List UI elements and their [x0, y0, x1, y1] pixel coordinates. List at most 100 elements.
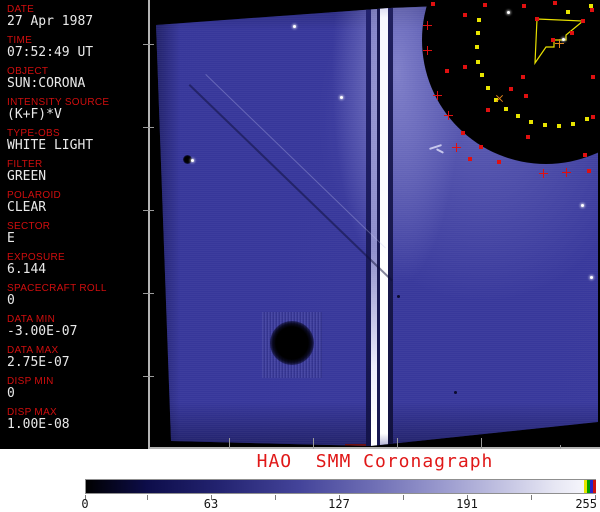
- metadata-value: 2.75E-07: [7, 355, 70, 370]
- colorbar-tick: [147, 495, 148, 500]
- colorbar-tick: [403, 495, 404, 500]
- colorbar-tick: [339, 495, 340, 500]
- metadata-value: 0: [7, 386, 15, 401]
- metadata-label: EXPOSURE: [7, 252, 65, 263]
- red-marker: [522, 4, 526, 8]
- bottom-axis-tick: [397, 438, 398, 453]
- metadata-label: SPACECRAFT ROLL: [7, 283, 107, 294]
- pylon-secondary-streak: [371, 0, 377, 446]
- red-marker: [479, 145, 483, 149]
- colorbar-tick: [531, 495, 532, 500]
- red-marker: [591, 75, 595, 79]
- left-axis-tick: [143, 293, 154, 294]
- yellow-marker: [529, 120, 533, 124]
- metadata-value: 0: [7, 293, 15, 308]
- red-cross-marker: [562, 168, 571, 177]
- yellow-marker: [571, 122, 575, 126]
- bottom-edge-artifact: [345, 444, 366, 446]
- metadata-label: POLAROID: [7, 190, 62, 201]
- plot-title: HAO SMM Coronagraph: [256, 451, 494, 472]
- metadata-value: 1.00E-08: [7, 417, 70, 432]
- red-marker: [581, 19, 585, 23]
- pylon-dark-edge-right: [388, 0, 393, 446]
- metadata-field: SECTOR E: [7, 221, 148, 246]
- metadata-field: SPACECRAFT ROLL 0: [7, 283, 148, 308]
- colorbar-stripe: [587, 480, 590, 493]
- metadata-value: GREEN: [7, 169, 47, 184]
- metadata-label: TYPE-OBS: [7, 128, 60, 139]
- left-axis-tick: [143, 376, 154, 377]
- metadata-label: OBJECT: [7, 66, 49, 77]
- yellow-marker: [486, 86, 490, 90]
- metadata-value: 07:52:49 UT: [7, 45, 94, 60]
- metadata-value: WHITE LIGHT: [7, 138, 94, 153]
- metadata-label: DISP MIN: [7, 376, 54, 387]
- yellow-marker: [480, 73, 484, 77]
- star-field-markers: [150, 0, 600, 447]
- red-marker: [570, 31, 574, 35]
- dark-speck: [397, 295, 400, 298]
- colorbar-tick-label: 255: [575, 497, 597, 511]
- red-marker: [463, 13, 467, 17]
- red-marker: [535, 17, 539, 21]
- bottom-axis-tick: [229, 438, 230, 453]
- red-marker: [461, 131, 465, 135]
- yellow-marker: [476, 31, 480, 35]
- colorbar-stripe: [590, 480, 593, 493]
- yellow-marker: [516, 114, 520, 118]
- red-marker: [587, 169, 591, 173]
- colorbar-tick: [595, 495, 596, 500]
- red-marker: [483, 3, 487, 7]
- star-speck: [562, 38, 565, 41]
- metadata-label: SECTOR: [7, 221, 51, 232]
- yellow-marker: [477, 18, 481, 22]
- yellow-marker: [475, 45, 479, 49]
- red-marker: [590, 8, 594, 12]
- orange-plus-marker: [555, 39, 564, 48]
- metadata-value: SUN:CORONA: [7, 76, 86, 91]
- red-marker: [551, 38, 555, 42]
- metadata-field: DISP MAX 1.00E-08: [7, 407, 148, 432]
- red-cross-marker: [423, 46, 432, 55]
- red-marker: [463, 65, 467, 69]
- metadata-field: DATE 27 Apr 1987: [7, 4, 148, 29]
- red-cross-marker: [539, 169, 548, 178]
- metadata-field: INTENSITY SOURCE (K+F)*V: [7, 97, 148, 122]
- metadata-label: DATA MAX: [7, 345, 59, 356]
- colorbar-tick: [275, 495, 276, 500]
- red-marker: [445, 69, 449, 73]
- metadata-label: TIME: [7, 35, 33, 46]
- yellow-marker: [504, 107, 508, 111]
- metadata-field: FILTER GREEN: [7, 159, 148, 184]
- red-marker: [468, 157, 472, 161]
- red-marker: [431, 2, 435, 6]
- metadata-field: DATA MIN -3.00E-07: [7, 314, 148, 339]
- yellow-marker: [557, 124, 561, 128]
- yellow-marker: [543, 123, 547, 127]
- metadata-field-list: DATE 27 Apr 1987 TIME 07:52:49 UT OBJECT SUN:…: [7, 4, 148, 432]
- metadata-value: -3.00E-07: [7, 324, 78, 339]
- star-speck: [581, 204, 584, 207]
- yellow-marker: [566, 10, 570, 14]
- left-axis-tick: [143, 210, 154, 211]
- metadata-sidebar: DATE 27 Apr 1987 TIME 07:52:49 UT OBJECT SUN:…: [0, 0, 148, 449]
- red-cross-marker: [433, 91, 442, 100]
- yellow-marker: [476, 60, 480, 64]
- dust-blob: [270, 321, 314, 365]
- pylon-gap: [377, 0, 380, 446]
- star-speck: [191, 159, 194, 162]
- red-marker: [591, 115, 595, 119]
- metadata-label: INTENSITY SOURCE: [7, 97, 110, 108]
- coronagraph-display: [143, 0, 600, 454]
- metadata-field: EXPOSURE 6.144: [7, 252, 148, 277]
- yellow-marker: [589, 4, 593, 8]
- metadata-field: TYPE-OBS WHITE LIGHT: [7, 128, 148, 153]
- colorbar-tick-label: 127: [328, 497, 350, 511]
- metadata-value: 27 Apr 1987: [7, 14, 94, 29]
- red-marker: [509, 87, 513, 91]
- metadata-label: FILTER: [7, 159, 43, 170]
- orange-x-marker: [493, 92, 506, 105]
- left-axis-tick: [143, 127, 154, 128]
- metadata-field: DISP MIN 0: [7, 376, 148, 401]
